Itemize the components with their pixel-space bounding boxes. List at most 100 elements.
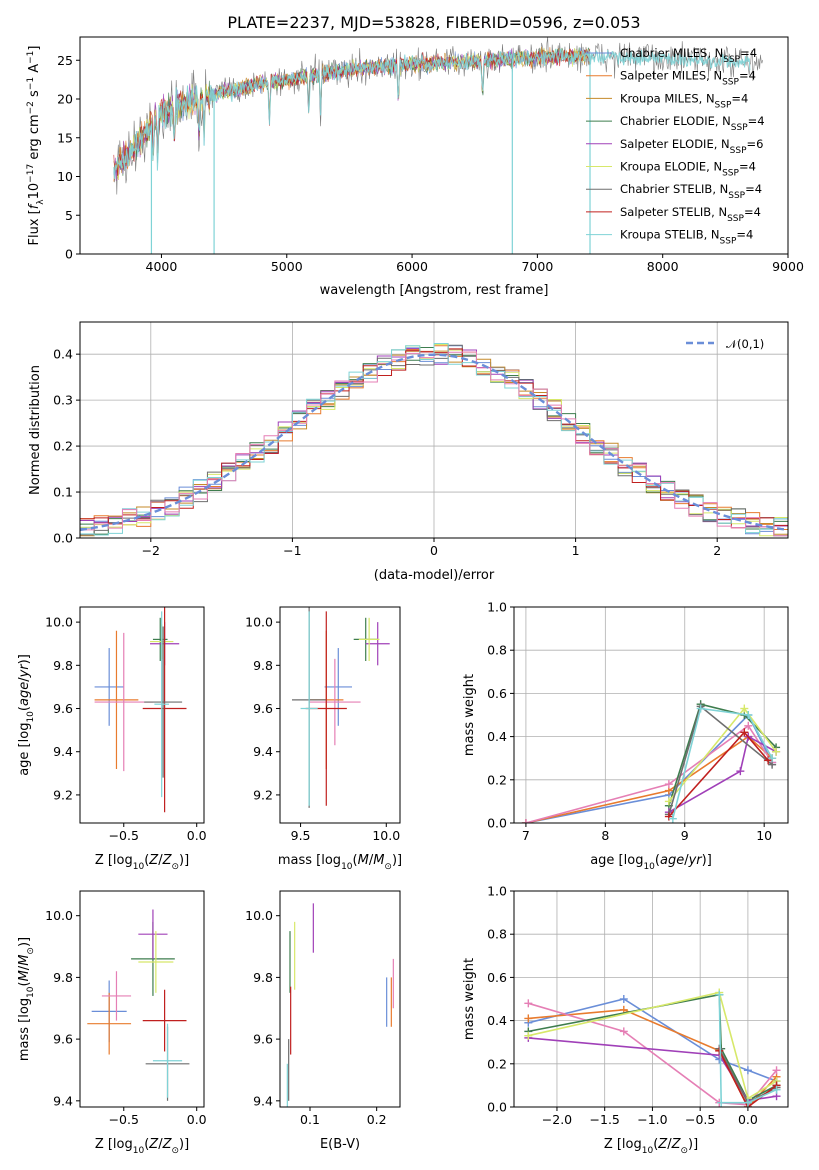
y-tick-label: 10 — [57, 169, 73, 184]
y-tick-label: 0.1 — [53, 485, 73, 500]
histogram-series — [80, 343, 788, 536]
axes-frame — [79, 606, 205, 824]
x-tick-label: −2 — [142, 543, 160, 558]
axes-frame — [513, 890, 789, 1108]
y-axis-label: Normed distribution — [28, 365, 43, 495]
y-tick-label: 0 — [65, 247, 73, 262]
x-tick-label: −2.0 — [542, 1112, 572, 1127]
x-tick-label: 8 — [601, 828, 609, 843]
x-tick-label: 9 — [681, 828, 689, 843]
y-tick-label: 9.4 — [53, 744, 73, 759]
spectrum-line — [113, 48, 751, 180]
x-tick-label: 4000 — [146, 259, 178, 274]
plot-area — [286, 903, 394, 1107]
chart-panels: 4000 5000 6000 7000 8000 90000510152025wavele… — [17, 36, 804, 1156]
y-tick-label: 0.0 — [487, 816, 507, 831]
x-tick-label: −0.5 — [685, 1112, 715, 1127]
axes-frame — [79, 36, 789, 255]
y-tick-label: 20 — [57, 92, 73, 107]
y-tick-label: 0.3 — [53, 393, 73, 408]
y-tick-label: 0.0 — [53, 531, 73, 546]
x-tick-label: −1.0 — [637, 1112, 667, 1127]
y-tick-label: 25 — [57, 53, 73, 68]
x-axis-label: E(B-V) — [320, 1137, 360, 1152]
y-tick-label: 9.6 — [253, 701, 273, 716]
y-tick-label: 9.6 — [53, 701, 73, 716]
x-tick-label: −0.5 — [109, 1112, 139, 1127]
x-tick-label: 9000 — [772, 259, 804, 274]
x-tick-label: 5000 — [271, 259, 303, 274]
plot-area — [521, 700, 781, 823]
plot-area — [113, 37, 763, 254]
y-tick-label: 10.0 — [45, 908, 73, 923]
y-tick-label: 0.8 — [487, 643, 507, 658]
axes-frame — [79, 890, 205, 1108]
y-tick-label: 9.8 — [253, 658, 273, 673]
histogram-series — [80, 344, 788, 537]
y-tick-label: 9.6 — [53, 1032, 73, 1047]
y-tick-label: 1.0 — [487, 600, 507, 615]
y-tick-label: 9.4 — [253, 1093, 273, 1108]
legend-label: Salpeter MILES, NSSP=4 — [620, 69, 756, 88]
x-tick-label: 6000 — [396, 259, 428, 274]
massweight-line — [718, 1050, 777, 1107]
axes-frame — [279, 890, 401, 1108]
x-tick-label: 0.0 — [187, 828, 207, 843]
y-tick-label: 9.2 — [53, 787, 73, 802]
x-axis-label: Z [log10(Z/Z⊙)] — [604, 1137, 698, 1156]
figure-title: PLATE=2237, MJD=53828, FIBERID=0596, z=0… — [227, 13, 640, 32]
panel-age_vs_mass: 9.5 10.0 9.2 9.4 9.6 9.8 10.0 mass [log10(M/M⊙)… — [245, 606, 402, 872]
legend-label: Chabrier STELIB, NSSP=4 — [620, 182, 762, 201]
x-tick-label: −0.5 — [109, 828, 139, 843]
y-tick-label: 0.2 — [487, 1056, 507, 1071]
plot-area — [94, 607, 187, 813]
panel-residuals: −2 −1 0 1 2 0.0 0.1 0.2 0.3 0.4 (data-model)/error… — [28, 321, 789, 583]
legend-label: Kroupa ELODIE, NSSP=4 — [620, 160, 756, 179]
x-tick-label: 0 — [430, 543, 438, 558]
panel-mass_vs_ebv: 0.1 0.2 9.4 9.6 9.8 10.0 E(B-V) — [245, 890, 401, 1152]
y-tick-label: 9.8 — [53, 658, 73, 673]
x-tick-label: 8000 — [647, 259, 679, 274]
y-tick-label: 0.6 — [487, 686, 507, 701]
massweight-line — [528, 991, 777, 1100]
x-tick-label: 0.1 — [300, 1112, 320, 1127]
y-tick-label: 0.4 — [487, 729, 507, 744]
x-axis-label: wavelength [Angstrom, rest frame] — [320, 283, 549, 298]
x-tick-label: −1 — [283, 543, 301, 558]
y-axis-label: mass weight — [462, 674, 477, 756]
y-axis-label: Flux [fλ10−17 erg cm−2 s−1 A−1] — [26, 46, 46, 246]
y-tick-label: 10.0 — [45, 615, 73, 630]
x-tick-label: 10.0 — [372, 828, 400, 843]
x-tick-label: 0.0 — [187, 1112, 207, 1127]
plot-area — [80, 343, 788, 537]
x-tick-label: 9.5 — [291, 828, 311, 843]
massweight-line — [672, 707, 773, 819]
y-tick-label: 10.0 — [245, 615, 273, 630]
x-axis-label: mass [log10(M/M⊙)] — [278, 853, 402, 872]
y-tick-label: 0.8 — [487, 927, 507, 942]
panel-spectrum: 4000 5000 6000 7000 8000 9000 0 5 10 15 20 25 wavele… — [26, 36, 804, 298]
massweight-line — [668, 735, 777, 813]
x-tick-label: 10 — [756, 828, 772, 843]
x-tick-label: 2 — [713, 543, 721, 558]
axes-frame — [513, 606, 789, 824]
y-tick-label: 15 — [57, 130, 73, 145]
axes-frame — [79, 321, 789, 539]
legend-label: Salpeter STELIB, NSSP=4 — [620, 205, 761, 224]
legend-label: 𝒩(0,1) — [726, 337, 764, 351]
y-tick-label: 9.8 — [253, 970, 273, 985]
legend-label: Salpeter ELODIE, NSSP=6 — [620, 137, 763, 156]
plot-area — [292, 607, 390, 808]
x-axis-label: (data-model)/error — [374, 568, 495, 583]
x-tick-label: 0.0 — [738, 1112, 758, 1127]
y-tick-label: 9.8 — [53, 970, 73, 985]
y-tick-label: 10.0 — [245, 908, 273, 923]
y-tick-label: 1.0 — [487, 884, 507, 899]
axes-frame — [279, 606, 401, 824]
panel-massweight_vs_Z: −2.0 −1.5 −1.0 −0.5 0.0 0.0 0.2 0.4 0.6 0.8 1.0 Z [… — [462, 884, 789, 1156]
legend-label: Kroupa STELIB, NSSP=4 — [620, 228, 753, 247]
x-tick-label: 0.2 — [367, 1112, 387, 1127]
massweight-line — [718, 994, 777, 1104]
y-tick-label: 9.2 — [253, 787, 273, 802]
